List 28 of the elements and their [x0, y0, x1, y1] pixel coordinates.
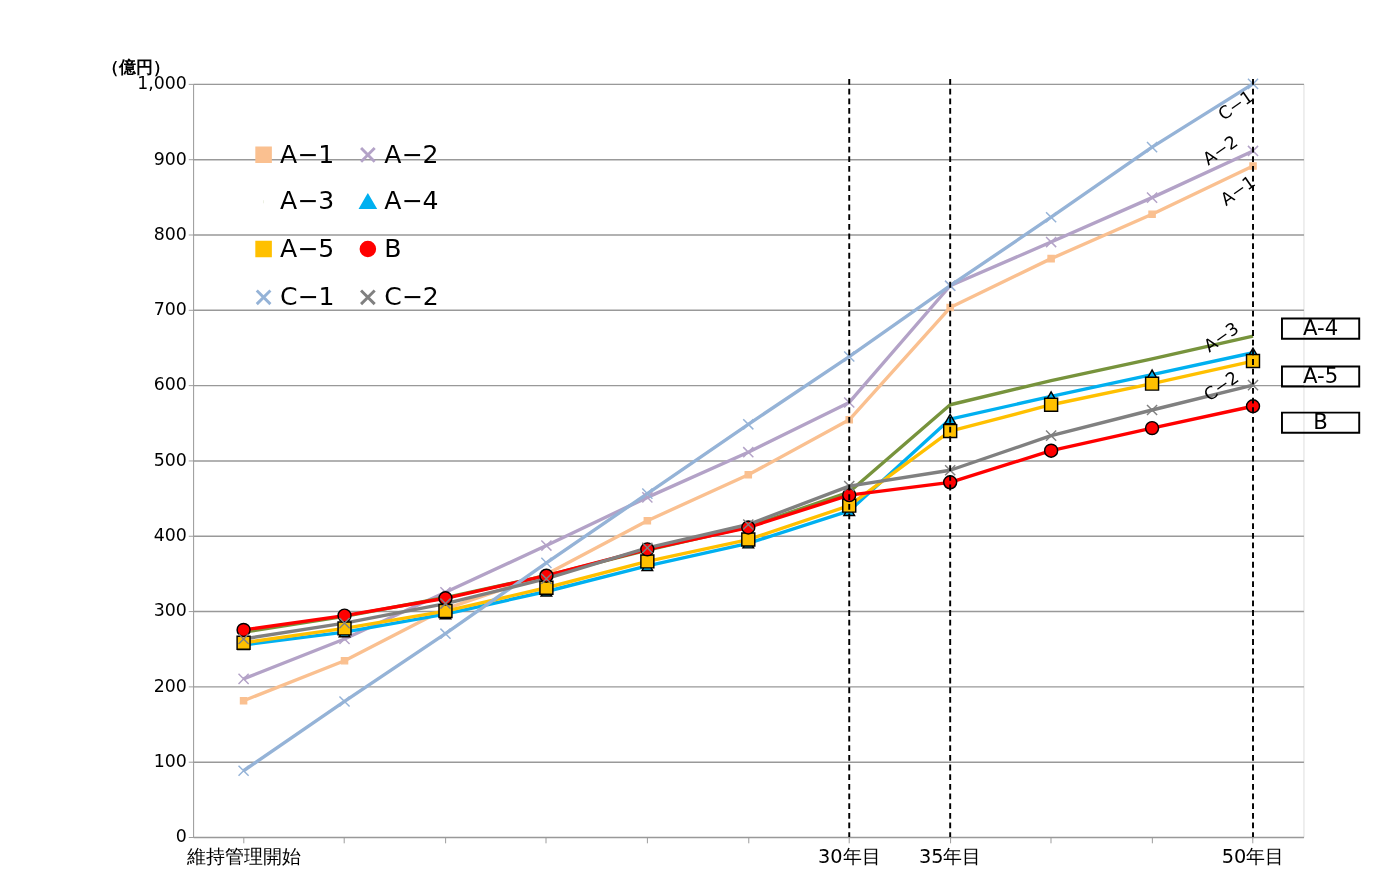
- x-tick-label: 50年目: [1221, 844, 1285, 868]
- y-tick-label: 300: [153, 600, 187, 621]
- y-tick-label: 600: [153, 374, 187, 395]
- annotation: A−1: [1216, 171, 1259, 210]
- legend-label: C−2: [384, 282, 439, 312]
- y-tick-label: 400: [153, 525, 187, 546]
- legend-label: A−4: [384, 186, 439, 216]
- x-tick-label: 35年目: [918, 844, 982, 868]
- legend-label: A−2: [384, 139, 439, 169]
- y-tick-label: 0: [175, 826, 187, 847]
- legend-label: B: [384, 233, 402, 263]
- legend-label: A−1: [280, 139, 335, 169]
- y-tick-label: 200: [153, 675, 187, 696]
- y-tick-label: 900: [153, 148, 187, 169]
- y-tick-label: 500: [153, 449, 187, 470]
- annotation: A-4: [1302, 315, 1339, 341]
- legend-label: C−1: [280, 282, 335, 312]
- legend-label: A−5: [280, 233, 335, 263]
- y-tick-label: 100: [153, 751, 187, 772]
- annotation: B: [1313, 409, 1328, 435]
- y-tick-label: 700: [153, 299, 187, 320]
- annotation: C−1: [1214, 86, 1257, 125]
- y-tick-label: 800: [153, 223, 187, 244]
- annotation: C−2: [1199, 366, 1243, 405]
- x-tick-label: 維持管理開始: [185, 844, 301, 868]
- legend-label: A−3: [280, 186, 335, 216]
- annotation: A-5: [1302, 363, 1339, 389]
- x-tick-label: 30年目: [817, 844, 881, 868]
